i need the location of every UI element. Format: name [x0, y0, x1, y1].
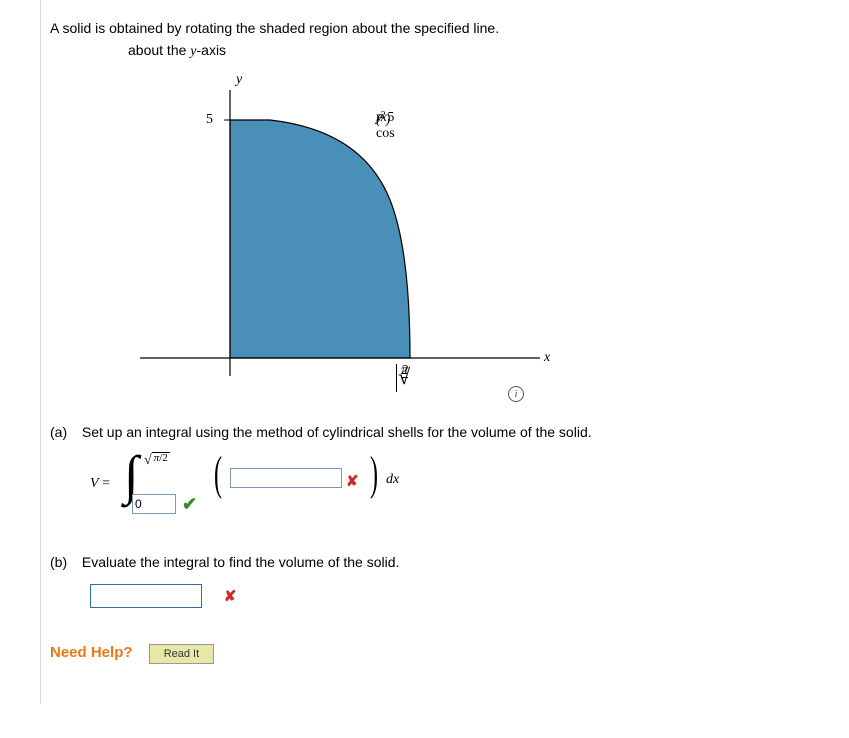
part-a-prompt: (a) Set up an integral using the method …	[50, 424, 810, 440]
volume-equals: V =	[90, 476, 110, 492]
rotation-line: about the y-axis	[128, 42, 810, 60]
integral-expression: V = ∫ √π/2 ✔ ( ✘ ) dx	[90, 454, 810, 524]
lower-limit-input[interactable]	[132, 494, 176, 514]
read-it-button[interactable]: Read It	[149, 644, 214, 664]
x-axis-label: x	[544, 350, 550, 366]
info-icon[interactable]: i	[508, 386, 524, 402]
upper-slash2: /2	[159, 452, 168, 464]
dx-label: dx	[386, 472, 399, 488]
volume-input[interactable]	[90, 584, 202, 608]
two-bot: 2	[401, 364, 408, 377]
volume-answer-row: ✘	[90, 584, 810, 614]
need-help-row: Need Help? Read It	[50, 644, 810, 664]
part-b-prompt: (b) Evaluate the integral to find the vo…	[50, 554, 810, 570]
y-axis-label: y	[236, 72, 242, 88]
axis-suffix: -axis	[197, 42, 227, 58]
check-icon: ✔	[182, 494, 197, 515]
cross-icon: ✘	[224, 588, 237, 605]
need-help-label: Need Help?	[50, 644, 133, 661]
y-tick-5: 5	[206, 112, 213, 128]
right-paren: )	[370, 450, 378, 498]
curve-equation: y = 5 cos(x2)	[376, 110, 390, 129]
upper-limit: √π/2	[144, 452, 170, 469]
equals-sym: =	[99, 476, 110, 491]
V-sym: V	[90, 476, 99, 491]
part-b-text: Evaluate the integral to find the volume…	[82, 554, 400, 570]
about-prefix: about the	[128, 42, 190, 58]
cross-icon: ✘	[346, 472, 359, 490]
part-b-label: (b)	[50, 554, 78, 570]
part-a-text: Set up an integral using the method of c…	[82, 424, 592, 440]
part-a-label: (a)	[50, 424, 78, 440]
left-paren: (	[214, 450, 222, 498]
integrand-input[interactable]	[230, 468, 342, 488]
problem-statement: A solid is obtained by rotating the shad…	[50, 20, 810, 36]
graph-figure: y 5 y = 5 cos(x2) x √ π 2 i	[140, 70, 600, 410]
curve-x: x	[381, 110, 387, 126]
